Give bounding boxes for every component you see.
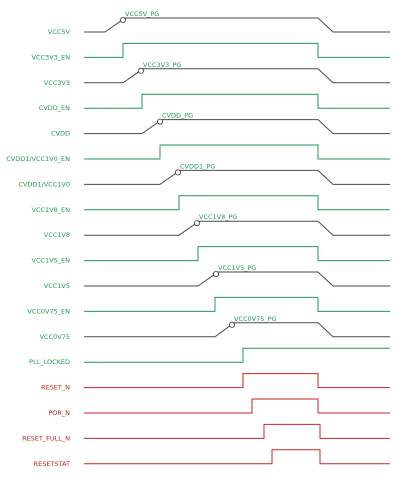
- power-good-label: VCC1V5_PG: [218, 264, 256, 272]
- signal-label: VCC3V3_EN: [32, 53, 71, 61]
- signal-label: CVDD_EN: [39, 104, 70, 112]
- signal-waveform: [84, 449, 390, 465]
- power-good-label: VCC0V75_PG: [234, 315, 277, 323]
- signal-waveform: [84, 42, 390, 58]
- signal-label: POR_N: [48, 409, 70, 417]
- signal-label: VCC1V5: [44, 282, 70, 290]
- signal-label: CVDD: [51, 130, 70, 138]
- signal-waveform: [84, 296, 390, 312]
- power-good-label: VCC5V_PG: [125, 10, 159, 18]
- signal-waveform: [84, 93, 390, 109]
- signal-label: VCC1V5_EN: [32, 257, 71, 265]
- power-good-label: CVDD1_PG: [180, 162, 215, 170]
- power-good-marker: [120, 16, 127, 23]
- signal-label: RESET_FULL_N: [22, 434, 70, 442]
- signal-label: RESET_N: [41, 384, 70, 392]
- power-good-marker: [228, 321, 235, 328]
- signal-label: VCC1V8: [44, 231, 70, 239]
- power-good-marker: [156, 118, 163, 125]
- signal-label: VCC3V3: [44, 79, 70, 87]
- signal-waveform: [84, 373, 390, 389]
- signal-label: VCC0V75: [40, 333, 70, 341]
- signal-waveform: [84, 119, 390, 135]
- power-good-label: VCC3V3_PG: [143, 61, 181, 69]
- signal-waveform: [84, 271, 390, 287]
- signal-waveform: [84, 347, 390, 363]
- power-good-marker: [174, 169, 181, 176]
- power-good-label: CVDD_PG: [162, 112, 193, 120]
- signal-label: CVDD1/VCC1V0: [18, 180, 70, 188]
- signal-label: VCC5V: [48, 28, 71, 36]
- signal-label: RESETSTAT: [34, 460, 70, 468]
- signal-waveform: [84, 246, 390, 262]
- signal-label: VCC1V8_EN: [32, 206, 71, 214]
- signal-waveform: [84, 322, 390, 338]
- signal-waveform: [84, 68, 390, 84]
- signal-waveform: [84, 144, 390, 160]
- signal-waveform: [84, 195, 390, 211]
- signal-waveform: [84, 423, 390, 439]
- power-good-label: VCC1V8_PG: [199, 213, 237, 221]
- power-good-marker: [193, 220, 200, 227]
- power-good-marker: [137, 67, 144, 74]
- signal-label: CVDD1/VCC1V0_EN: [6, 155, 70, 163]
- signal-label: PLL_LOCKED: [29, 358, 70, 366]
- signal-waveform: [84, 398, 390, 414]
- signal-waveform: [84, 17, 390, 33]
- signal-waveform: [84, 169, 390, 185]
- signal-waveform: [84, 220, 390, 236]
- power-good-marker: [212, 270, 219, 277]
- signal-label: VCC0V75_EN: [27, 307, 70, 315]
